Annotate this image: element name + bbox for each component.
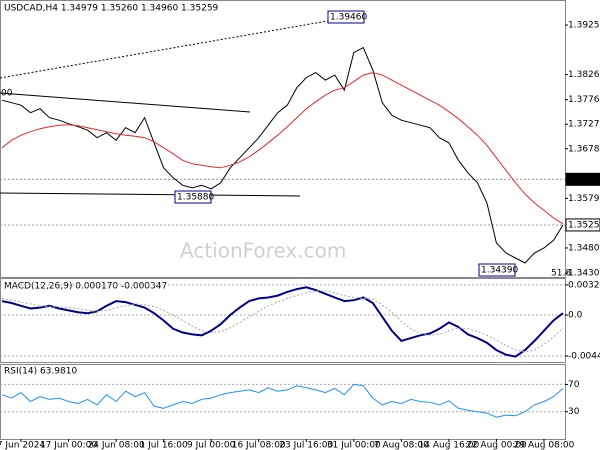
x-tick-label: 22 Aug 00:00 <box>466 441 527 450</box>
y-tick-label: 70 <box>568 380 580 390</box>
y-tick-label: 1.37760 <box>568 95 600 105</box>
x-tick-label: 31 Jul 00:00 <box>327 441 381 450</box>
y-tick-label: 1.35790 <box>568 194 600 204</box>
annotation: 1.34390 <box>481 266 518 276</box>
x-tick-label: 7 Jun 2024 <box>0 441 45 450</box>
x-tick-label: 9 Jul 00:00 <box>187 441 236 450</box>
rsi-title: RSI(14) 63.9810 <box>4 367 77 377</box>
annotation: 1.35880 <box>177 193 214 203</box>
x-tick-label: 1 Jul 16:00 <box>140 441 189 450</box>
series-line <box>1 46 564 264</box>
x-tick-label: 23 Jul 16:00 <box>279 441 333 450</box>
y-tick-label: 1.38260 <box>568 70 600 80</box>
x-tick-label: 14 Aug 16:00 <box>419 441 480 450</box>
y-tick-label: 0.003259 <box>568 280 600 290</box>
level-label: 1.35259 <box>568 220 600 230</box>
y-tick-label: 0.0 <box>568 310 583 320</box>
trendline <box>0 192 301 197</box>
annotation-box <box>478 263 516 277</box>
price-panel <box>0 0 566 278</box>
x-tick-label: 24 Jun 08:00 <box>88 441 145 450</box>
series-line <box>1 383 564 418</box>
series-line <box>1 290 564 353</box>
y-tick-label: -0.004439 <box>568 351 600 361</box>
trendline <box>0 14 363 79</box>
x-tick-label: 16 Jul 08:00 <box>232 441 286 450</box>
price-title: USDCAD,H4 1.34979 1.35260 1.34960 1.3525… <box>4 4 219 14</box>
y-tick-label: 1.34800 <box>568 243 600 253</box>
rsi-panel <box>0 364 566 440</box>
y-tick-label: 1.36780 <box>568 144 600 154</box>
annotation-box <box>327 10 365 24</box>
annotation-box <box>174 190 212 204</box>
x-tick-label: 17 Jun 00:00 <box>40 441 97 450</box>
series-line <box>1 286 564 358</box>
x-tick-label: 29 Aug 08:00 <box>514 441 575 450</box>
level-box <box>565 172 600 186</box>
annotation: 00 <box>1 89 13 99</box>
trendline <box>0 92 251 113</box>
x-tick-label: 7 Aug 08:00 <box>374 441 429 450</box>
y-tick-label: 1.34300 <box>568 268 600 278</box>
macd-title: MACD(12,26,9) 0.000170 -0.000347 <box>4 282 167 292</box>
y-tick-label: 1.37270 <box>568 120 600 130</box>
annotation: 1.39460 <box>330 13 367 23</box>
series-line <box>1 72 564 225</box>
level-label: 1.36170 <box>568 175 600 185</box>
watermark: ActionForex.com <box>180 239 346 263</box>
y-tick-label: 30 <box>568 407 580 417</box>
y-tick-label: 1.39250 <box>568 21 600 31</box>
macd-panel <box>0 278 566 363</box>
level-box <box>565 218 600 232</box>
annotation: 51.8 <box>551 269 571 279</box>
